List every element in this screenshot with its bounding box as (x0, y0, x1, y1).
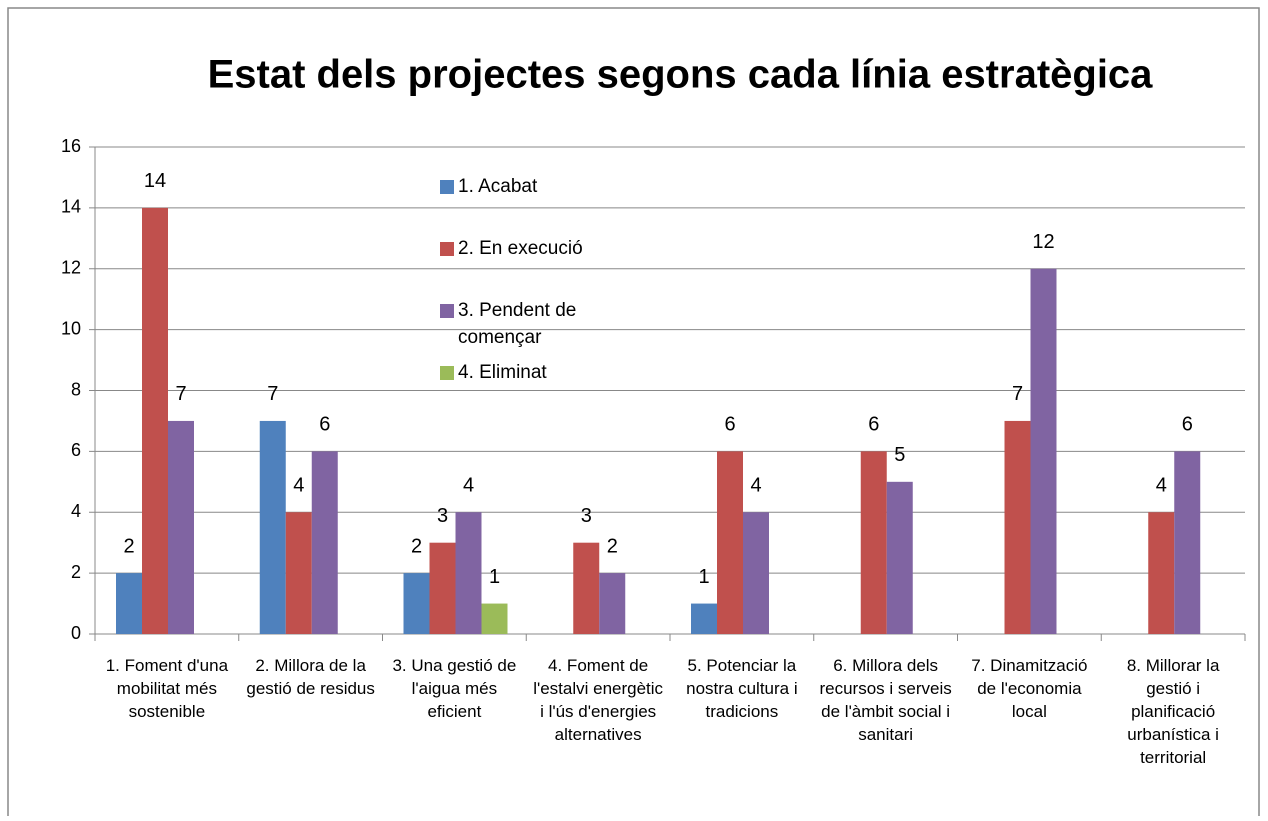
bar (1004, 420, 1031, 634)
x-tick-label: 6. Millora dels recursos i serveis de l'àm… (819, 656, 951, 744)
data-label: 6 (1182, 414, 1193, 436)
data-label: 5 (894, 444, 905, 466)
bar (116, 573, 142, 634)
data-label: 6 (319, 414, 330, 436)
y-tick-label: 14 (61, 197, 81, 217)
data-label: 6 (868, 414, 879, 436)
bar (717, 451, 743, 634)
bar (168, 420, 194, 634)
data-label: 2 (123, 535, 134, 557)
legend-swatch (440, 242, 454, 256)
bar (860, 451, 887, 634)
x-tick-label: 4. Foment de l'estalvi energètic i l'ús d'… (533, 656, 663, 744)
data-label: 1 (489, 566, 500, 588)
bar (1030, 268, 1057, 634)
legend-swatch (440, 366, 454, 380)
bar (142, 207, 168, 634)
legend-swatch (440, 180, 454, 194)
data-label: 6 (724, 414, 735, 436)
legend-swatch (440, 304, 454, 318)
bar (886, 481, 913, 634)
data-label: 12 (1032, 231, 1054, 253)
bar (691, 603, 717, 634)
data-label: 3 (437, 505, 448, 527)
bar (403, 573, 430, 634)
legend-label: 4. Eliminat (458, 362, 547, 383)
y-tick-label: 8 (71, 379, 81, 399)
y-tick-label: 6 (71, 440, 81, 460)
y-tick-label: 2 (71, 562, 81, 582)
data-label: 7 (267, 383, 278, 405)
bar (599, 573, 626, 634)
bar (1174, 451, 1201, 634)
data-label: 14 (144, 170, 166, 192)
data-label: 4 (750, 475, 761, 497)
data-label: 2 (607, 535, 618, 557)
y-tick-label: 16 (61, 136, 81, 156)
bar (743, 512, 769, 634)
legend-label: 3. Pendent de començar (458, 300, 576, 348)
y-tick-label: 10 (61, 318, 81, 338)
data-label: 4 (463, 475, 474, 497)
y-tick-label: 12 (61, 258, 81, 278)
bar (259, 420, 286, 634)
bar (429, 542, 456, 634)
bar (1148, 512, 1175, 634)
legend-label: 2. En execució (458, 238, 583, 259)
data-label: 1 (698, 566, 709, 588)
x-tick-label: 7. Dinamització de l'economia local (971, 656, 1087, 721)
data-label: 4 (293, 475, 304, 497)
y-tick-label: 0 (71, 623, 81, 643)
y-tick-label: 4 (71, 501, 81, 521)
x-tick-label: 5. Potenciar la nostra cultura i tradicion… (686, 656, 798, 721)
data-label: 4 (1156, 475, 1167, 497)
legend-label: 1. Acabat (458, 176, 538, 197)
data-label: 2 (411, 535, 422, 557)
x-tick-label: 3. Una gestió de l'aigua més eficient (392, 656, 516, 721)
bar (481, 603, 508, 634)
data-label: 7 (175, 383, 186, 405)
bar (455, 512, 482, 634)
data-label: 7 (1012, 383, 1023, 405)
bar (285, 512, 312, 634)
x-tick-label: 2. Millora de la gestió de residus (246, 656, 375, 698)
x-tick-label: 8. Millorar la gestió i planificació urbaní… (1127, 656, 1220, 767)
x-tick-label: 1. Foment d'una mobilitat més sostenible (106, 656, 229, 721)
bar (573, 542, 600, 634)
data-label: 3 (581, 505, 592, 527)
chart-title: Estat dels projectes segons cada línia e… (208, 53, 1154, 97)
bar (311, 451, 338, 634)
